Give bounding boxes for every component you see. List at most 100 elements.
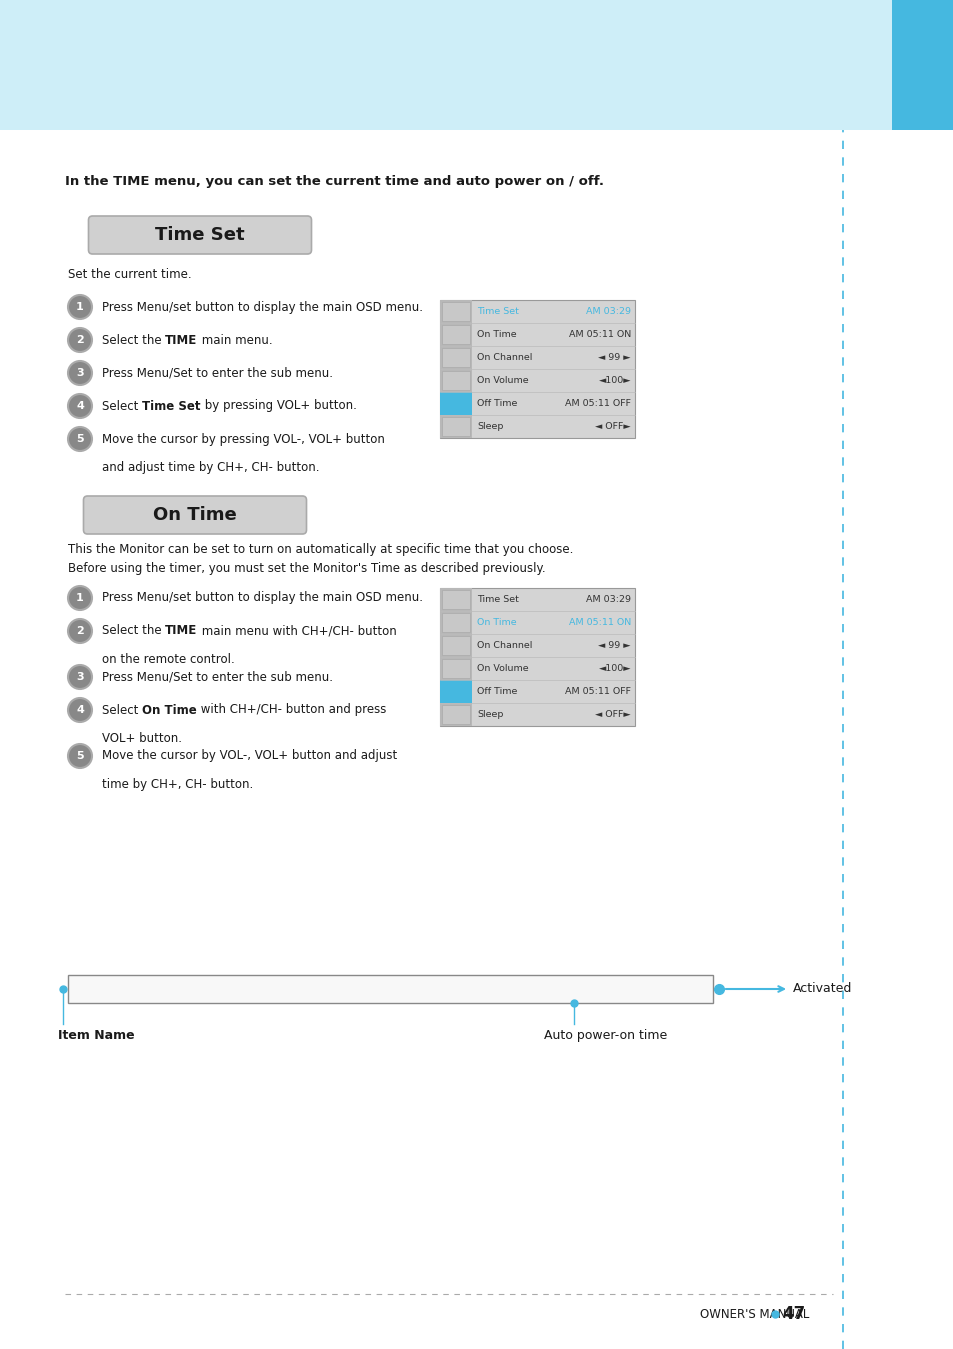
- Text: 2: 2: [76, 626, 84, 635]
- Text: 4: 4: [76, 401, 84, 411]
- Text: 1: 1: [76, 594, 84, 603]
- Text: VOL+ button.: VOL+ button.: [102, 733, 182, 745]
- Text: Before using the timer, you must set the Monitor's Time as described previously.: Before using the timer, you must set the…: [68, 563, 545, 575]
- Bar: [439, 299, 472, 322]
- Text: OWNER'S MANUAL: OWNER'S MANUAL: [700, 1307, 808, 1321]
- Bar: [441, 325, 470, 344]
- Bar: [439, 680, 472, 703]
- Text: main menu with CH+/CH- button: main menu with CH+/CH- button: [197, 625, 395, 638]
- Text: ◄ 99 ►: ◄ 99 ►: [598, 353, 630, 362]
- Text: AM 05:11 ON: AM 05:11 ON: [568, 618, 630, 627]
- FancyBboxPatch shape: [84, 496, 306, 534]
- Text: main menu.: main menu.: [197, 333, 272, 347]
- Bar: [439, 299, 635, 438]
- Text: Select the: Select the: [102, 333, 165, 347]
- Text: On Channel: On Channel: [476, 641, 532, 650]
- Circle shape: [68, 665, 91, 689]
- Text: On Time: On Time: [153, 506, 236, 523]
- Bar: [441, 302, 470, 321]
- Bar: [441, 612, 470, 631]
- Text: Sleep: Sleep: [476, 422, 503, 430]
- Text: Sleep: Sleep: [476, 710, 503, 719]
- Circle shape: [68, 697, 91, 722]
- Circle shape: [68, 295, 91, 318]
- Text: ◄100►: ◄100►: [598, 376, 630, 384]
- Circle shape: [68, 362, 91, 384]
- Text: Move the cursor by VOL-, VOL+ button and adjust: Move the cursor by VOL-, VOL+ button and…: [102, 750, 396, 762]
- Bar: [441, 590, 470, 608]
- Text: Set the current time.: Set the current time.: [68, 268, 192, 281]
- Bar: [439, 657, 472, 680]
- Text: 2: 2: [76, 335, 84, 345]
- Bar: [441, 417, 470, 436]
- Bar: [68, 975, 712, 1004]
- Text: 4: 4: [76, 706, 84, 715]
- Text: ◄ 99 ►: ◄ 99 ►: [598, 641, 630, 650]
- Text: on the remote control.: on the remote control.: [102, 653, 234, 666]
- Text: On Volume: On Volume: [476, 376, 528, 384]
- Text: Time Set: Time Set: [155, 227, 245, 244]
- Circle shape: [68, 619, 91, 643]
- Text: Item Name: Item Name: [58, 1029, 134, 1041]
- Text: In the TIME menu, you can set the current time and auto power on / off.: In the TIME menu, you can set the curren…: [65, 175, 603, 188]
- Text: On Channel: On Channel: [476, 353, 532, 362]
- Bar: [441, 635, 470, 656]
- Text: Select: Select: [102, 399, 142, 413]
- Bar: [441, 348, 470, 367]
- Bar: [441, 660, 470, 679]
- Text: by pressing VOL+ button.: by pressing VOL+ button.: [200, 399, 356, 413]
- Bar: [439, 634, 472, 657]
- Text: This the Monitor can be set to turn on automatically at specific time that you c: This the Monitor can be set to turn on a…: [68, 544, 573, 556]
- Text: and adjust time by CH+, CH- button.: and adjust time by CH+, CH- button.: [102, 461, 319, 473]
- Text: Time Set: Time Set: [142, 399, 200, 413]
- Text: ◄ OFF►: ◄ OFF►: [595, 422, 630, 430]
- Circle shape: [68, 394, 91, 418]
- Text: AM 05:11 OFF: AM 05:11 OFF: [564, 687, 630, 696]
- Text: with CH+/CH- button and press: with CH+/CH- button and press: [196, 703, 386, 716]
- Text: AM 05:11 OFF: AM 05:11 OFF: [564, 399, 630, 407]
- Bar: [439, 588, 635, 726]
- Text: time by CH+, CH- button.: time by CH+, CH- button.: [102, 778, 253, 791]
- Text: AM 03:29: AM 03:29: [585, 595, 630, 604]
- Text: AM 05:11 ON: AM 05:11 ON: [568, 331, 630, 339]
- Text: TIME: TIME: [165, 333, 197, 347]
- Text: Activated: Activated: [792, 982, 851, 996]
- Text: On Time: On Time: [142, 703, 196, 716]
- Bar: [439, 703, 472, 726]
- Bar: [439, 322, 472, 345]
- Text: Select the: Select the: [102, 625, 165, 638]
- Circle shape: [68, 745, 91, 768]
- Text: Off Time: Off Time: [476, 687, 517, 696]
- Text: On Volume: On Volume: [476, 664, 528, 673]
- Text: TIME: TIME: [165, 625, 197, 638]
- Bar: [891, 0, 953, 130]
- Bar: [441, 706, 470, 724]
- Bar: [439, 393, 472, 415]
- Text: On Time: On Time: [476, 331, 517, 339]
- Text: 5: 5: [76, 434, 84, 444]
- Bar: [439, 345, 472, 370]
- Text: AM 05:11 ON: AM 05:11 ON: [538, 982, 640, 996]
- Text: ◄100►: ◄100►: [598, 664, 630, 673]
- Circle shape: [68, 328, 91, 352]
- Text: Press Menu/Set to enter the sub menu.: Press Menu/Set to enter the sub menu.: [102, 367, 333, 379]
- Text: On Time: On Time: [78, 982, 131, 996]
- Text: ◄ OFF►: ◄ OFF►: [595, 710, 630, 719]
- Text: 5: 5: [76, 751, 84, 761]
- Text: 3: 3: [76, 368, 84, 378]
- Text: Move the cursor by pressing VOL-, VOL+ button: Move the cursor by pressing VOL-, VOL+ b…: [102, 433, 384, 445]
- Text: 47: 47: [781, 1304, 804, 1323]
- Text: 3: 3: [76, 672, 84, 683]
- FancyBboxPatch shape: [89, 216, 312, 254]
- Text: 1: 1: [76, 302, 84, 312]
- Text: Time Set: Time Set: [476, 308, 518, 316]
- Circle shape: [68, 585, 91, 610]
- Bar: [439, 415, 472, 438]
- Bar: [439, 611, 472, 634]
- Text: Auto power-on time: Auto power-on time: [543, 1029, 666, 1041]
- Bar: [439, 370, 472, 393]
- Circle shape: [68, 428, 91, 451]
- Text: Time Set: Time Set: [476, 595, 518, 604]
- Text: Select: Select: [102, 703, 142, 716]
- Bar: [439, 588, 472, 611]
